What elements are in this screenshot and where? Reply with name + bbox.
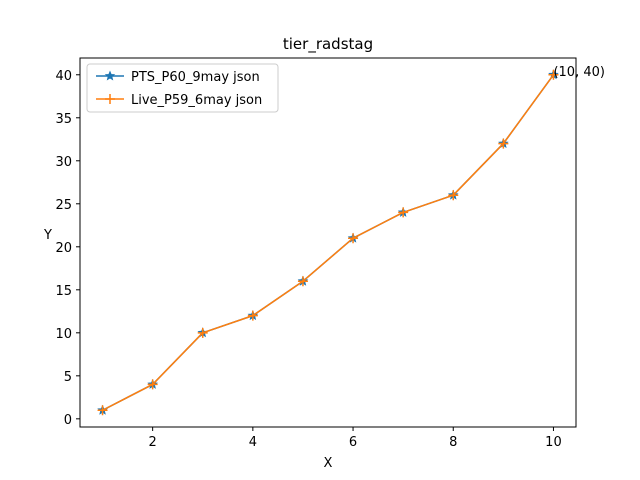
data-point (247, 310, 258, 321)
y-tick-label: 0 (64, 413, 72, 428)
annotation-layer: (10, 40) (553, 65, 605, 80)
data-point (548, 69, 559, 80)
x-tick-label: 8 (449, 435, 457, 450)
legend-marker (105, 94, 115, 104)
legend-label: PTS_P60_9may json (131, 70, 260, 85)
y-tick-label: 35 (55, 112, 72, 127)
legend-box (86, 63, 279, 113)
data-point (147, 379, 158, 390)
chart-title: tier_radstag (283, 35, 373, 54)
y-tick-label: 25 (55, 198, 72, 213)
data-point (498, 138, 509, 149)
y-tick-label: 15 (55, 284, 72, 299)
x-tick-label: 10 (545, 435, 562, 450)
x-tick-label: 2 (149, 435, 157, 450)
x-axis-label: X (324, 456, 333, 471)
legend-marker (104, 70, 116, 81)
y-axis-label: Y (43, 228, 52, 243)
y-tick-label: 5 (64, 370, 72, 385)
legend-item-1: PTS_P60_9may json (96, 70, 260, 85)
y-tick-label: 40 (55, 69, 72, 84)
series-layer (97, 69, 559, 416)
point-annotation: (10, 40) (553, 65, 605, 80)
series-line (102, 74, 555, 411)
x-tick-label: 4 (249, 435, 257, 450)
plot-frame (79, 57, 577, 428)
data-point (348, 233, 359, 244)
y-tick-label: 20 (55, 241, 72, 256)
x-axis-ticks: 2 4 6 8 10 (149, 427, 562, 450)
series-2 (97, 69, 559, 416)
legend: PTS_P60_9may json Live_P59_6may json (86, 63, 279, 113)
y-tick-label: 30 (55, 155, 72, 170)
legend-item-2: Live_P59_6may json (96, 93, 262, 108)
data-point (297, 276, 308, 287)
y-tick-label: 10 (55, 327, 72, 342)
x-tick-label: 6 (349, 435, 357, 450)
legend-label: Live_P59_6may json (131, 93, 262, 108)
y-axis-ticks: 0 5 10 15 20 25 30 35 40 (55, 69, 80, 428)
data-point (97, 405, 108, 416)
data-point (448, 190, 459, 201)
data-point (398, 207, 409, 218)
data-point (197, 327, 208, 338)
